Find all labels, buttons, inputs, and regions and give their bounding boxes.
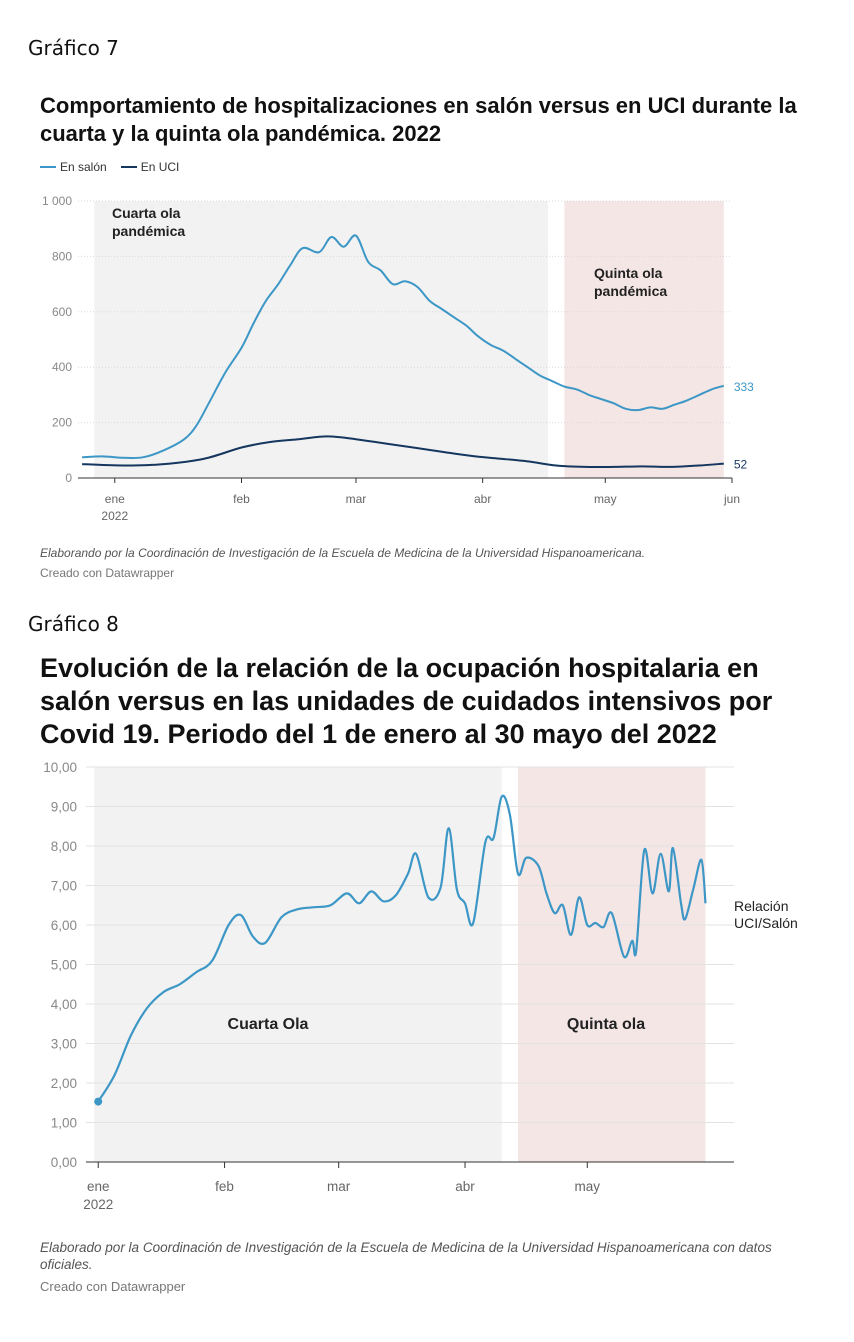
chart-7-x-tick-label: abr <box>474 492 491 506</box>
chart-8-x-tick-label: may <box>575 1179 601 1194</box>
chart-7-credit: Creado con Datawrapper <box>40 566 175 580</box>
figure-8-label: Gráfico 8 <box>28 612 119 636</box>
chart-8-y-tick-label: 1,00 <box>51 1116 77 1131</box>
legend-label-en-uci: En UCI <box>140 160 180 174</box>
chart-7-source-note: Elaborando por la Coordinación de Invest… <box>40 546 646 560</box>
chart-8-y-tick-label: 7,00 <box>51 879 77 894</box>
chart-8-band-label-cuarta: Cuarta Ola <box>228 1016 309 1033</box>
chart-7-band-label-quinta: Quinta ola <box>594 265 663 281</box>
chart-8-y-tick-label: 6,00 <box>51 918 77 933</box>
chart-7-band-cuarta-ola <box>94 201 549 478</box>
chart-8-source-note: Elaborado por la Coordinación de Investi… <box>40 1240 772 1272</box>
chart-7-band-label-quinta: pandémica <box>594 283 667 299</box>
chart-8-x-tick-label: 2022 <box>83 1197 113 1212</box>
chart-7-x-tick-label: mar <box>346 492 367 506</box>
chart-8-y-tick-label: 3,00 <box>51 1037 77 1052</box>
chart-8-series-label: UCI/Salón <box>734 915 798 931</box>
chart-7-y-tick-label: 400 <box>52 360 72 374</box>
chart-8-x-tick-label: feb <box>215 1179 234 1194</box>
chart-8-series-label: Relación <box>734 898 788 914</box>
chart-8-series-line-relacion <box>97 794 707 1103</box>
figure-7-label: Gráfico 7 <box>28 36 119 60</box>
chart-7-y-tick-label: 800 <box>52 249 72 263</box>
chart-8-y-tick-label: 10,00 <box>43 760 77 775</box>
chart-7-x-tick-label: jun <box>723 492 740 506</box>
chart-8-start-point <box>94 1097 103 1106</box>
chart-7-band-label-cuarta: pandémica <box>112 223 185 239</box>
chart-8-y-tick-label: 5,00 <box>51 958 77 973</box>
legend-swatch-en-uci <box>120 166 137 168</box>
chart-7-x-tick-label: ene <box>105 492 125 506</box>
chart-8-y-tick-label: 9,00 <box>51 800 77 815</box>
chart-7-end-label-en-salon: 333 <box>734 380 754 394</box>
chart-8-x-tick-label: ene <box>87 1179 110 1194</box>
chart-7-x-tick-label: 2022 <box>101 509 128 523</box>
legend-label-en-salon: En salón <box>60 160 107 174</box>
chart-7-title: Comportamiento de hospitalizaciones en s… <box>40 93 797 146</box>
chart-8-credit: Creado con Datawrapper <box>40 1279 186 1294</box>
legend-swatch-en-salon <box>40 166 56 168</box>
chart-7-band-label-cuarta: Cuarta ola <box>112 205 181 221</box>
chart-7-legend: En salón En UCI <box>40 160 179 174</box>
chart-8-y-tick-label: 0,00 <box>51 1155 77 1170</box>
chart-7-x-tick-label: feb <box>233 492 250 506</box>
legend-item-en-salon: En salón <box>40 160 107 174</box>
chart-8-y-tick-label: 8,00 <box>51 839 77 854</box>
chart-7-series-line-en-salon <box>82 234 725 460</box>
chart-7-y-tick-label: 600 <box>52 305 72 319</box>
chart-7-end-label-en-uci: 52 <box>734 458 748 472</box>
chart-8-y-tick-label: 2,00 <box>51 1076 77 1091</box>
chart-7-y-tick-label: 1 000 <box>42 194 72 208</box>
legend-item-en-uci: En UCI <box>120 160 180 174</box>
chart-7-y-tick-label: 200 <box>52 416 72 430</box>
chart-7-plot: 0 200 400 600 800 1 000 ene 2022 feb mar abr may jun… <box>42 194 754 523</box>
chart-7-x-tick-label: may <box>594 492 617 506</box>
chart-8-x-tick-label: mar <box>327 1179 351 1194</box>
chart-8-title: Evolución de la relación de la ocupación… <box>40 653 773 749</box>
chart-8-x-tick-label: abr <box>455 1179 475 1194</box>
chart-7-y-tick-label: 0 <box>65 471 72 485</box>
chart-8-y-tick-label: 4,00 <box>51 997 77 1012</box>
chart-7-series-line-en-uci <box>82 435 724 469</box>
chart-7-band-quinta-ola <box>564 201 724 478</box>
chart-8-band-label-quinta: Quinta ola <box>567 1016 645 1033</box>
